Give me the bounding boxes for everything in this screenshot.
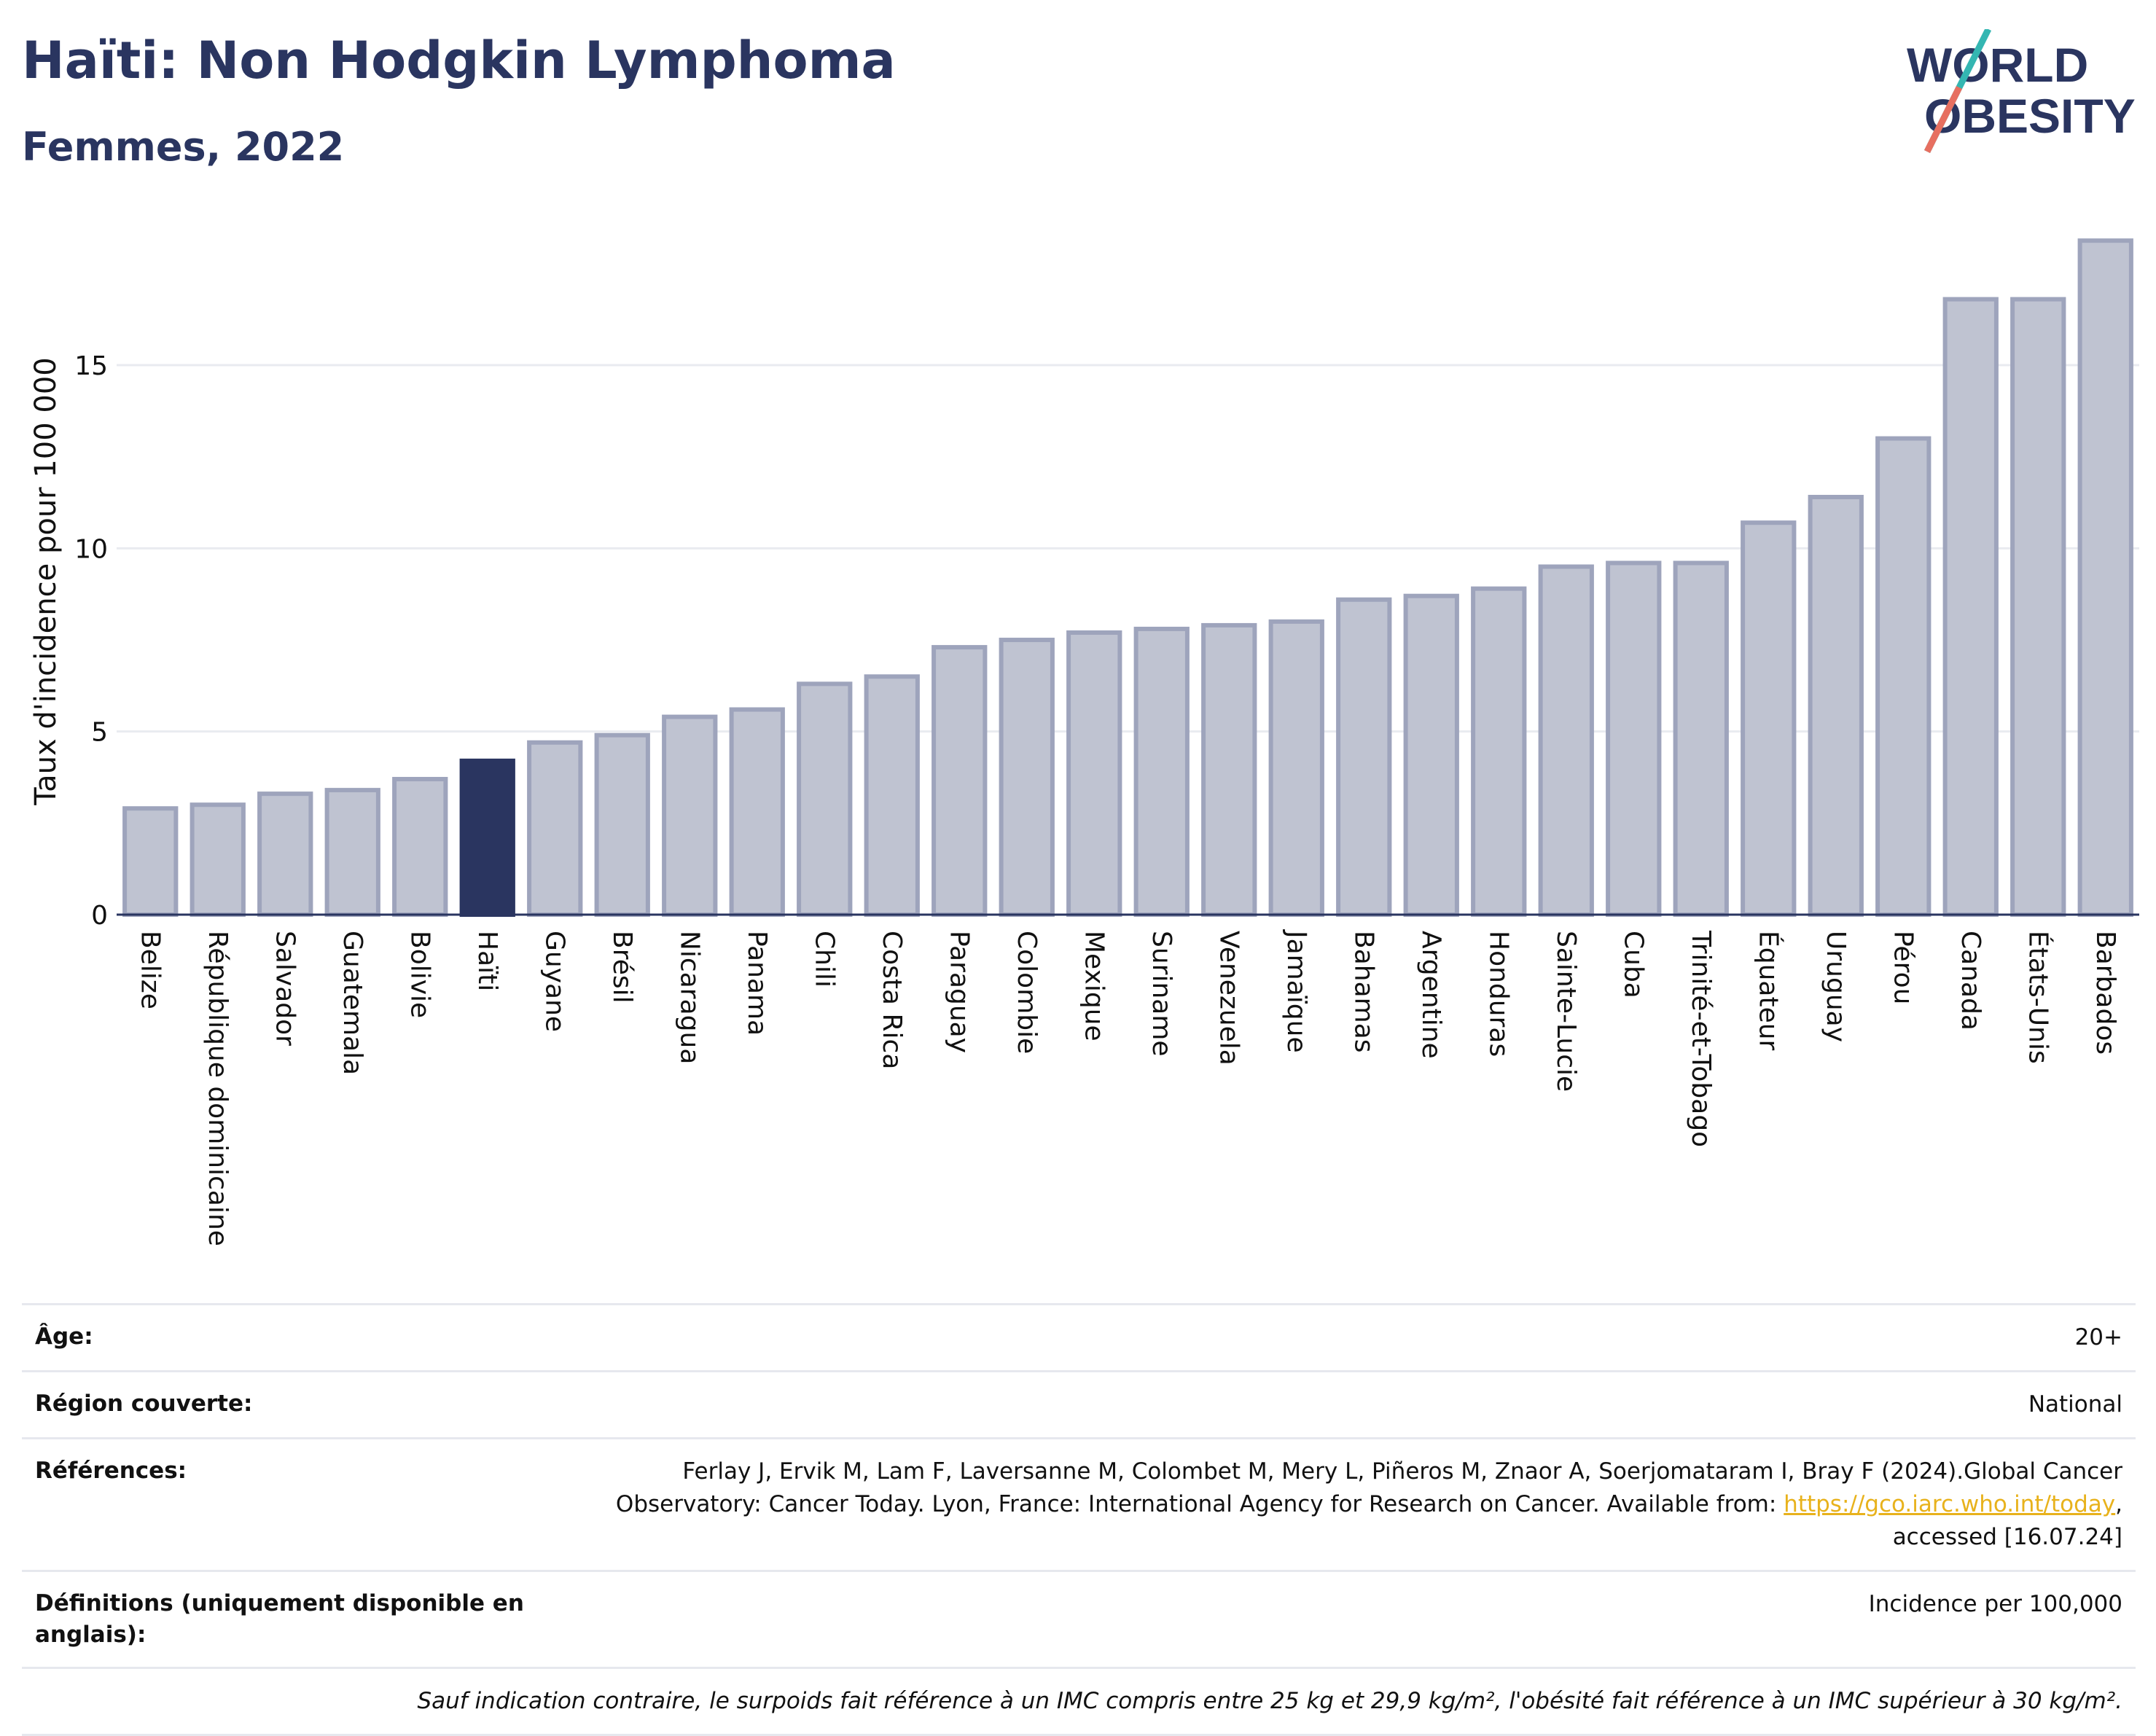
references-label: Références:	[35, 1457, 187, 1484]
x-tick-label: Colombie	[1012, 931, 1042, 1054]
x-tick-label: Costa Rica	[877, 931, 907, 1069]
info-row-age: Âge: 20+	[22, 1303, 2136, 1370]
age-value: 20+	[2074, 1324, 2122, 1350]
bar-Bolivie	[392, 777, 448, 918]
x-tick-label: République dominicaine	[203, 931, 233, 1246]
bar-Sainte-Lucie	[1538, 564, 1594, 917]
references-text-1: Ferlay J, Ervik M, Lam F, Laversanne M, …	[682, 1458, 2122, 1485]
world-obesity-logo: WORLD OBESITY	[1907, 29, 2136, 153]
y-tick-labels: 0 5 10 15	[74, 351, 108, 931]
x-tick-label: Guatemala	[337, 931, 367, 1075]
x-tick-label: Haïti	[472, 931, 502, 991]
bar-Chili	[797, 681, 853, 917]
y-axis-label: Taux d'incidence pour 100 000	[29, 357, 63, 805]
x-tick-label: Uruguay	[1821, 931, 1851, 1042]
definitions-label: Définitions (uniquement disponible en an…	[35, 1590, 524, 1649]
bar-Équateur	[1741, 520, 1797, 917]
y-tick-label: 5	[91, 718, 108, 748]
bar-États-Unis	[2010, 297, 2066, 918]
age-label: Âge:	[35, 1323, 93, 1350]
x-tick-label: Équateur	[1753, 931, 1784, 1051]
references-text-2: Observatory: Cancer Today. Lyon, France:…	[615, 1490, 1777, 1517]
x-tick-label: Jamaïque	[1281, 929, 1311, 1053]
bar-Canada	[1942, 297, 1999, 918]
obesity-definition-note: Sauf indication contraire, le surpoids f…	[417, 1688, 2122, 1715]
x-tick-label: Suriname	[1147, 931, 1176, 1057]
info-row-region: Région couverte: National	[22, 1369, 2136, 1437]
x-tick-label: Belize	[135, 931, 165, 1009]
x-tick-label: États-Unis	[2023, 931, 2053, 1064]
y-tick-label: 0	[91, 901, 108, 931]
x-tick-label: Trinité-et-Tobago	[1686, 930, 1716, 1147]
region-label: Région couverte:	[35, 1390, 253, 1417]
x-tick-label: Barbados	[2090, 931, 2120, 1055]
info-row-note: Sauf indication contraire, le surpoids f…	[22, 1667, 2136, 1736]
bars	[122, 238, 2133, 918]
x-tick-label: Argentine	[1416, 931, 1446, 1059]
x-tick-label: Cuba	[1618, 931, 1648, 998]
x-tick-label: Nicaragua	[674, 931, 704, 1064]
y-tick-label: 15	[74, 351, 108, 381]
logo-line2: OBESITY	[1924, 89, 2136, 143]
x-tick-label: Bolivie	[405, 931, 434, 1018]
bar-Guyane	[527, 740, 583, 918]
x-tick-label: Canada	[1956, 931, 1985, 1031]
bar-Mexique	[1066, 630, 1122, 917]
x-tick-label: Bahamas	[1348, 931, 1378, 1053]
info-table: Âge: 20+ Région couverte: National Référ…	[22, 1303, 2136, 1736]
bar-Cuba	[1606, 560, 1662, 917]
chart-subtitle: Femmes, 2022	[22, 124, 345, 170]
x-tick-label: Panama	[742, 931, 772, 1036]
bar-Salvador	[257, 791, 313, 918]
grid-lines	[117, 364, 2139, 733]
x-tick-label: Venezuela	[1214, 931, 1243, 1066]
x-tick-label: Chili	[809, 931, 839, 988]
bar-Haïti	[459, 758, 515, 918]
chart-title: Haïti: Non Hodgkin Lymphoma	[22, 31, 896, 90]
bar-Panama	[729, 707, 785, 917]
x-tick-label: Guyane	[539, 931, 569, 1032]
bar-Brésil	[594, 732, 650, 917]
x-tick-labels: Belize République dominicaine Salvador Guat…	[135, 929, 2120, 1246]
y-tick-label: 10	[74, 534, 108, 564]
bar-Uruguay	[1808, 495, 1864, 917]
bar-Honduras	[1471, 586, 1527, 917]
logo-line1: WORLD	[1907, 38, 2088, 92]
bar-Paraguay	[931, 645, 988, 917]
logo-slash-coral	[1923, 85, 1963, 153]
bar-Barbados	[2077, 238, 2133, 917]
bar-Bahamas	[1336, 597, 1392, 917]
region-value: National	[2028, 1391, 2122, 1418]
x-tick-label: Salvador	[270, 931, 300, 1046]
bar-Suriname	[1133, 626, 1190, 918]
bar-Argentine	[1403, 593, 1459, 917]
bar-Colombie	[999, 638, 1055, 917]
bar-Venezuela	[1201, 622, 1257, 918]
references-value: Ferlay J, Ervik M, Lam F, Laversanne M, …	[615, 1458, 2122, 1550]
references-text-3: accessed [16.07.24]	[1892, 1523, 2122, 1550]
info-row-references: Références: Ferlay J, Ervik M, Lam F, La…	[22, 1436, 2136, 1570]
x-tick-label: Mexique	[1079, 931, 1109, 1041]
bar-Jamaïque	[1268, 619, 1324, 917]
bar-Costa Rica	[864, 674, 920, 918]
info-row-definitions: Définitions (uniquement disponible en an…	[22, 1569, 2136, 1667]
x-tick-label: Pérou	[1888, 931, 1918, 1004]
x-tick-label: Paraguay	[944, 931, 974, 1053]
x-tick-label: Honduras	[1483, 931, 1513, 1057]
bar-République dominicaine	[190, 802, 246, 918]
x-tick-label: Sainte-Lucie	[1551, 931, 1581, 1092]
bar-Belize	[122, 806, 179, 917]
bar-Pérou	[1875, 436, 1932, 917]
definitions-value: Incidence per 100,000	[1868, 1590, 2122, 1617]
bar-Nicaragua	[662, 714, 718, 917]
bar-Guatemala	[324, 788, 380, 917]
bar-chart: Belize République dominicaine Salvador Guat…	[29, 238, 2139, 1246]
bar-Trinité-et-Tobago	[1673, 560, 1729, 917]
references-link[interactable]: https://gco.iarc.who.int/today	[1784, 1490, 2116, 1517]
x-tick-label: Brésil	[607, 931, 637, 1004]
